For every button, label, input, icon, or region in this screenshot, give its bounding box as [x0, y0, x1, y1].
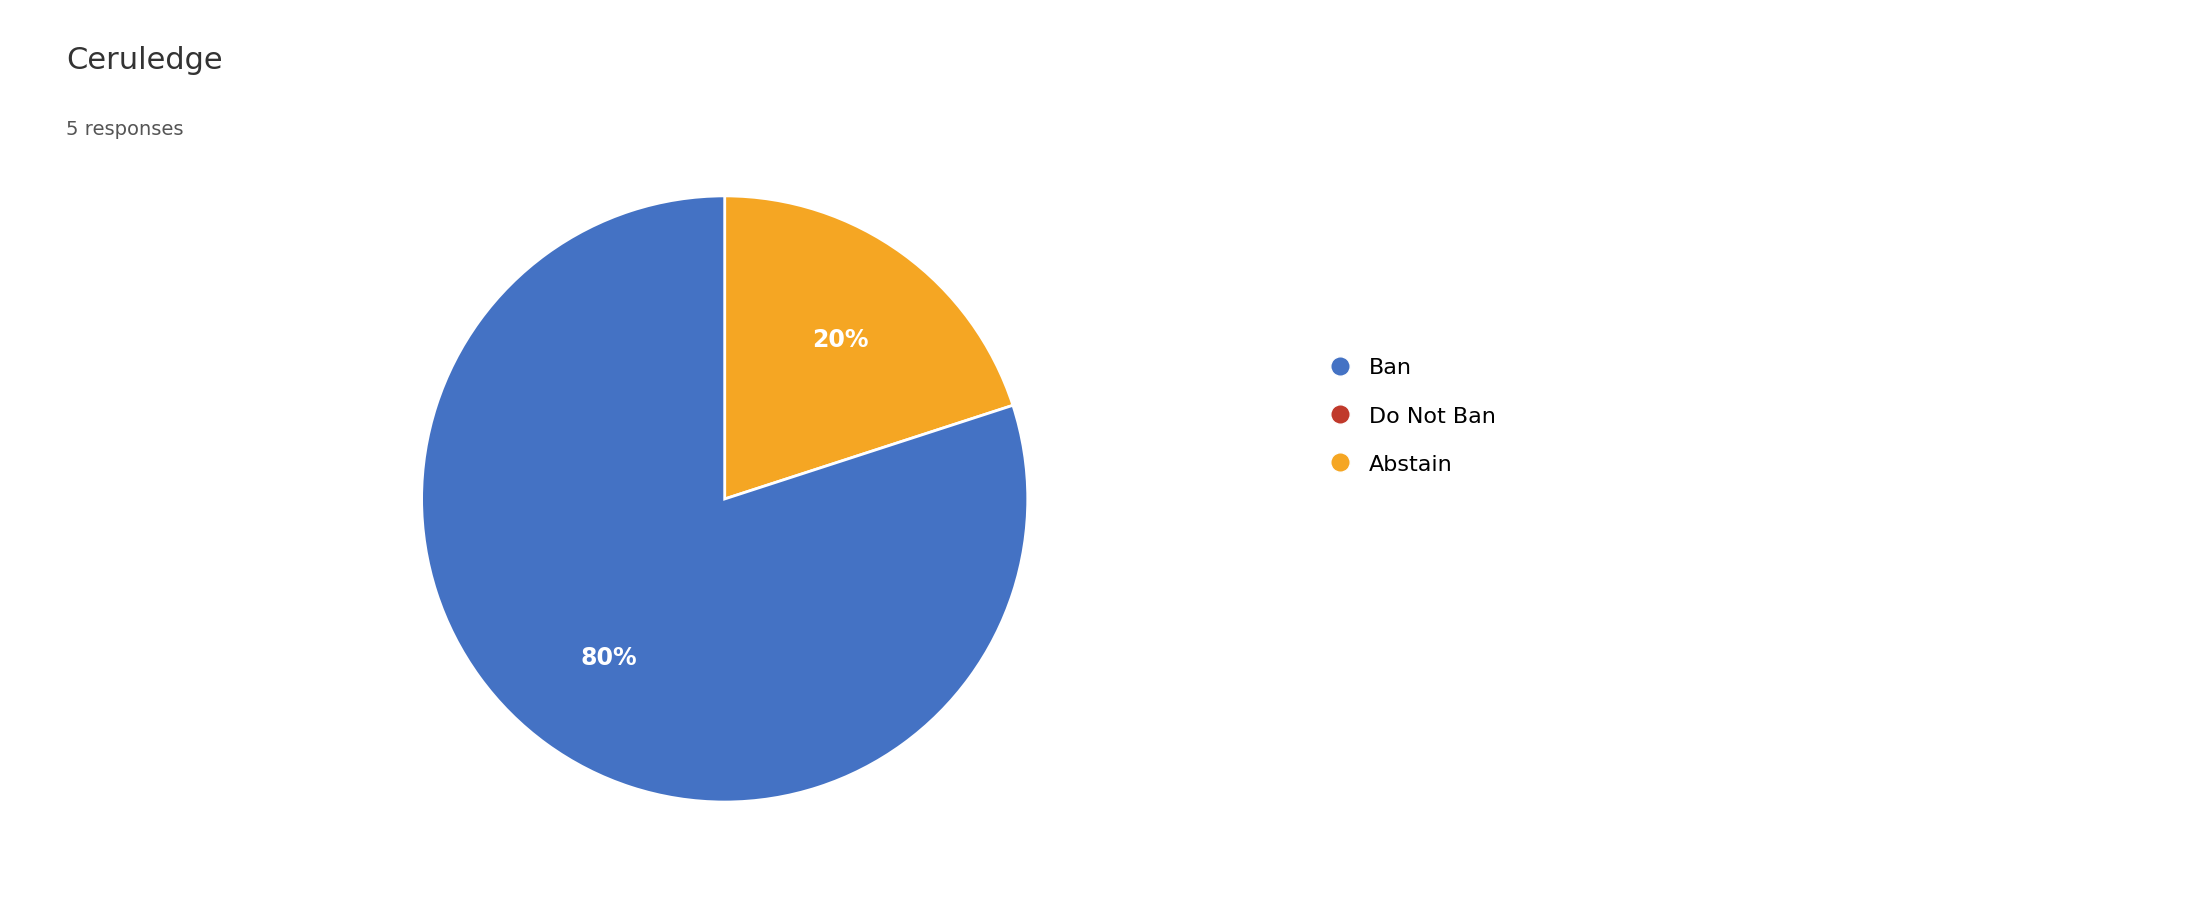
- Text: 20%: 20%: [813, 328, 870, 352]
- Text: 80%: 80%: [580, 646, 637, 670]
- Wedge shape: [422, 196, 1028, 802]
- Legend: Ban, Do Not Ban, Abstain: Ban, Do Not Ban, Abstain: [1329, 357, 1495, 475]
- Text: Ceruledge: Ceruledge: [66, 46, 222, 75]
- Text: 5 responses: 5 responses: [66, 120, 184, 140]
- Wedge shape: [725, 196, 1012, 499]
